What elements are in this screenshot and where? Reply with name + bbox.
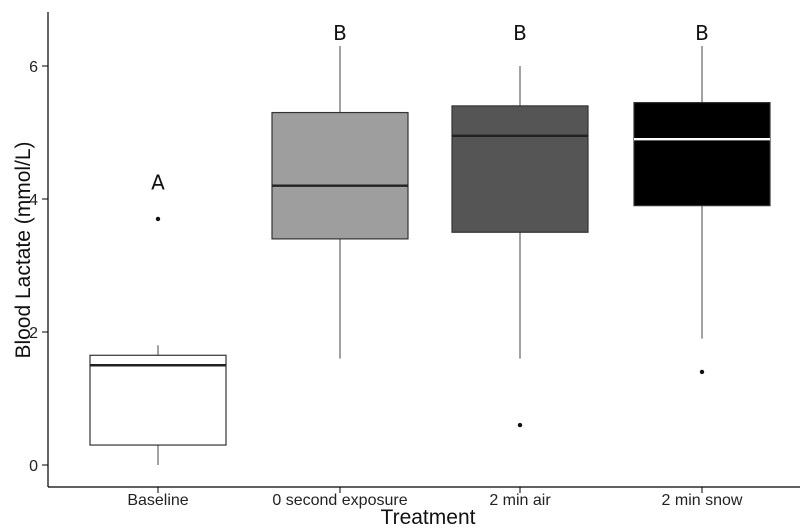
x-axis-title: Treatment: [381, 506, 476, 528]
x-tick-label-0: Baseline: [127, 492, 188, 509]
box-group-1: B: [271, 21, 409, 359]
y-tick-label-0: 0: [29, 458, 38, 475]
y-axis-title: Blood Lactate (mmol/L): [12, 141, 35, 358]
box-iqr: [451, 105, 589, 233]
outlier-point: [517, 422, 523, 428]
box-iqr: [271, 111, 409, 240]
significance-letter: A: [151, 170, 165, 194]
x-tick-label-3: 2 min snow: [662, 492, 743, 509]
x-axis-ticks: Baseline 0 second exposure 2 min air 2 min …: [127, 487, 743, 509]
y-axis-ticks: 0 2 4 6: [29, 59, 48, 475]
box-iqr: [633, 101, 771, 207]
y-tick-label-4: 4: [29, 192, 38, 209]
x-tick-label-1: 0 second exposure: [272, 492, 407, 509]
y-tick-label-6: 6: [29, 59, 38, 76]
plot-area: A B B B: [89, 21, 771, 465]
outlier-point: [699, 369, 705, 375]
box-group-2: B: [451, 21, 589, 428]
box-group-3: B: [633, 21, 771, 375]
significance-letter: B: [695, 21, 709, 45]
significance-letter: B: [513, 21, 527, 45]
x-tick-label-2: 2 min air: [489, 492, 551, 509]
outlier-point: [155, 216, 161, 222]
significance-letter: B: [333, 21, 347, 45]
y-tick-label-2: 2: [29, 325, 38, 342]
box-iqr: [89, 354, 227, 446]
box-group-0: A: [89, 170, 227, 465]
